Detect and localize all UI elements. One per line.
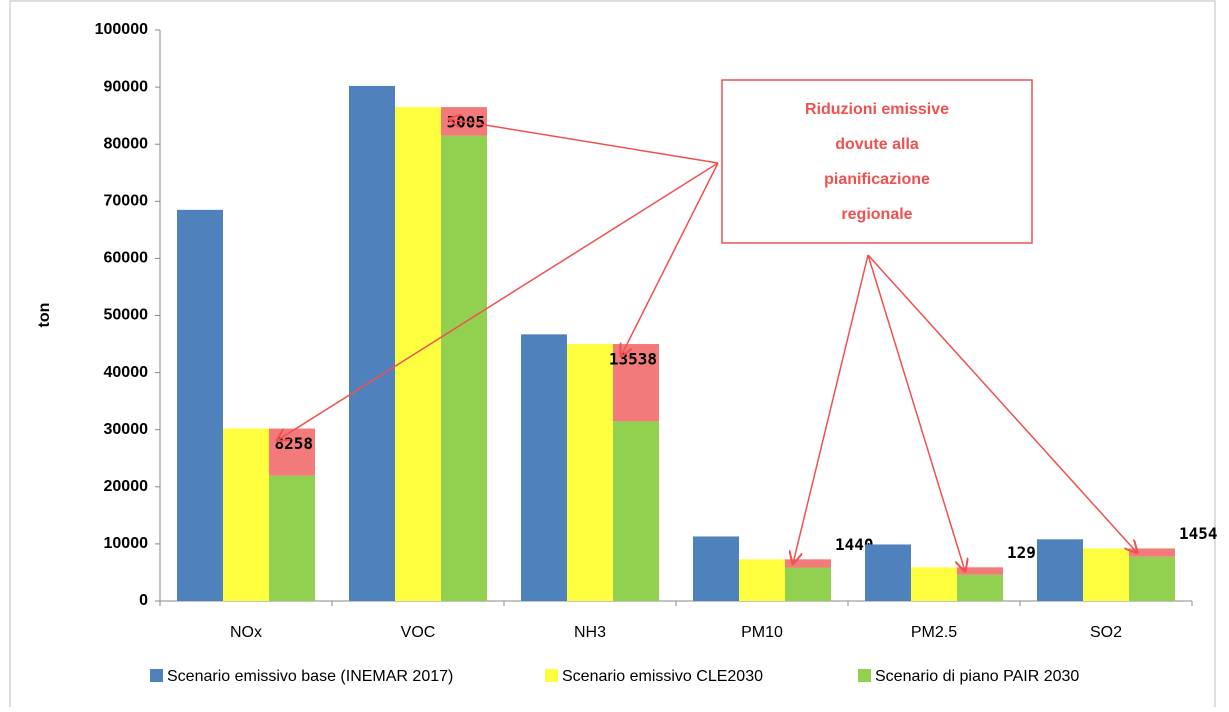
legend-label: Scenario emissivo base (INEMAR 2017) bbox=[167, 668, 453, 685]
x-tick-label: NOx bbox=[230, 624, 262, 641]
y-tick-label: 30000 bbox=[104, 421, 149, 438]
bar bbox=[269, 475, 315, 601]
bar bbox=[693, 536, 739, 601]
annotation-text: pianificazione bbox=[824, 171, 930, 188]
value-label: 1454 bbox=[1179, 524, 1218, 543]
bar bbox=[395, 107, 441, 602]
value-label: 1440 bbox=[835, 535, 874, 554]
bar bbox=[177, 209, 223, 602]
y-tick-label: 90000 bbox=[104, 78, 149, 95]
bar bbox=[911, 567, 957, 601]
y-tick-label: 50000 bbox=[104, 307, 149, 324]
bar bbox=[521, 334, 567, 601]
legend-swatch bbox=[858, 669, 871, 682]
x-tick-label: VOC bbox=[401, 624, 436, 641]
bar bbox=[957, 567, 1003, 575]
value-label: 1298 bbox=[1007, 543, 1046, 562]
annotation-box bbox=[721, 79, 1033, 244]
annotation-arrow bbox=[621, 162, 719, 356]
annotation-arrow bbox=[867, 254, 1137, 553]
bar bbox=[223, 428, 269, 601]
y-tick-label: 70000 bbox=[104, 193, 149, 210]
bar bbox=[1129, 556, 1175, 601]
y-tick-label: 40000 bbox=[104, 364, 149, 381]
bar bbox=[957, 574, 1003, 601]
bar bbox=[567, 344, 613, 601]
y-tick-label: 80000 bbox=[104, 135, 149, 152]
annotation-text: Riduzioni emissive bbox=[805, 101, 949, 118]
x-tick-label: PM10 bbox=[741, 624, 783, 641]
bar bbox=[349, 85, 395, 601]
legend-label: Scenario di piano PAIR 2030 bbox=[875, 668, 1079, 685]
bar bbox=[1129, 548, 1175, 557]
value-label: 8258 bbox=[274, 434, 313, 453]
x-tick-label: NH3 bbox=[574, 624, 606, 641]
y-tick-label: 0 bbox=[139, 592, 148, 609]
legend-swatch bbox=[150, 669, 163, 682]
bar bbox=[441, 135, 487, 601]
annotation-text: regionale bbox=[841, 206, 912, 223]
annotation-arrow bbox=[277, 162, 719, 441]
bar bbox=[739, 559, 785, 601]
x-tick-label: SO2 bbox=[1090, 624, 1122, 641]
bar bbox=[1083, 548, 1129, 601]
annotation-arrow bbox=[793, 254, 869, 563]
bar bbox=[613, 421, 659, 601]
annotation-text: dovute alla bbox=[835, 136, 919, 153]
y-tick-label: 100000 bbox=[95, 21, 148, 38]
bar bbox=[785, 559, 831, 568]
bar bbox=[1037, 539, 1083, 601]
y-tick-label: 10000 bbox=[104, 535, 149, 552]
bar bbox=[865, 544, 911, 601]
value-label: 13538 bbox=[609, 350, 657, 369]
y-tick-label: 20000 bbox=[104, 478, 149, 495]
y-tick-label: 60000 bbox=[104, 250, 149, 267]
y-axis-title: ton bbox=[36, 303, 53, 328]
annotation-arrow bbox=[867, 254, 965, 571]
legend-label: Scenario emissivo CLE2030 bbox=[562, 668, 763, 685]
annotation-arrow bbox=[449, 119, 719, 164]
x-tick-label: PM2.5 bbox=[911, 624, 957, 641]
bar bbox=[785, 567, 831, 601]
legend-swatch bbox=[545, 669, 558, 682]
